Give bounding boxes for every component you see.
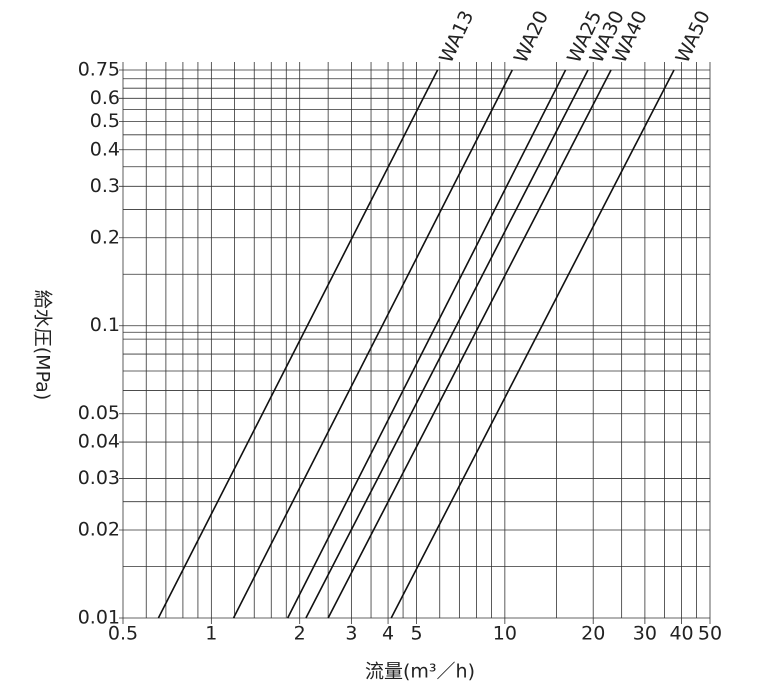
x-tick-label: 50 — [698, 623, 722, 645]
y-tick-label: 0.6 — [90, 87, 120, 109]
y-tick-label: 0.03 — [78, 467, 120, 489]
y-tick-label: 0.75 — [78, 59, 120, 81]
series-line — [305, 69, 589, 619]
x-tick-label: 4 — [382, 623, 394, 645]
legend-label: WA20 — [510, 7, 553, 66]
x-tick-label: 30 — [633, 623, 657, 645]
series-line — [390, 69, 675, 619]
series-line — [232, 69, 513, 619]
y-tick-label: 0.2 — [90, 226, 120, 248]
series-line — [157, 69, 439, 619]
y-tick-label: 0.1 — [90, 314, 120, 336]
x-tick-label: 5 — [410, 623, 422, 645]
x-tick-label: 20 — [581, 623, 605, 645]
legend-label: WA13 — [435, 7, 478, 66]
y-tick-label: 0.5 — [90, 110, 120, 132]
x-tick-label: 3 — [345, 623, 357, 645]
y-tick-label: 0.05 — [78, 402, 120, 424]
x-tick-label: 10 — [493, 623, 517, 645]
y-tick-label: 0.4 — [90, 138, 120, 160]
legend-label: WA50 — [672, 7, 715, 66]
x-axis-label: 流量(m³／h) — [365, 661, 475, 683]
x-tick-label: 0.5 — [108, 623, 138, 645]
y-axis-label: 給水圧(MPa) — [32, 290, 54, 400]
x-tick-label: 2 — [294, 623, 306, 645]
series-line — [286, 69, 567, 619]
series-line — [327, 69, 612, 619]
x-tick-label: 40 — [669, 623, 693, 645]
y-tick-label: 0.3 — [90, 175, 120, 197]
y-tick-label: 0.02 — [78, 519, 120, 541]
y-tick-label: 0.04 — [78, 431, 120, 453]
y-tick-label: 0.01 — [78, 607, 120, 629]
x-tick-label: 1 — [205, 623, 217, 645]
